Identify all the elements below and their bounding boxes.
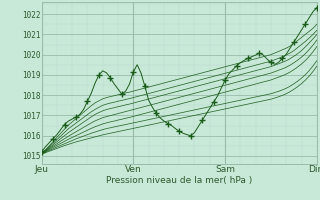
X-axis label: Pression niveau de la mer( hPa ): Pression niveau de la mer( hPa ): [106, 176, 252, 185]
